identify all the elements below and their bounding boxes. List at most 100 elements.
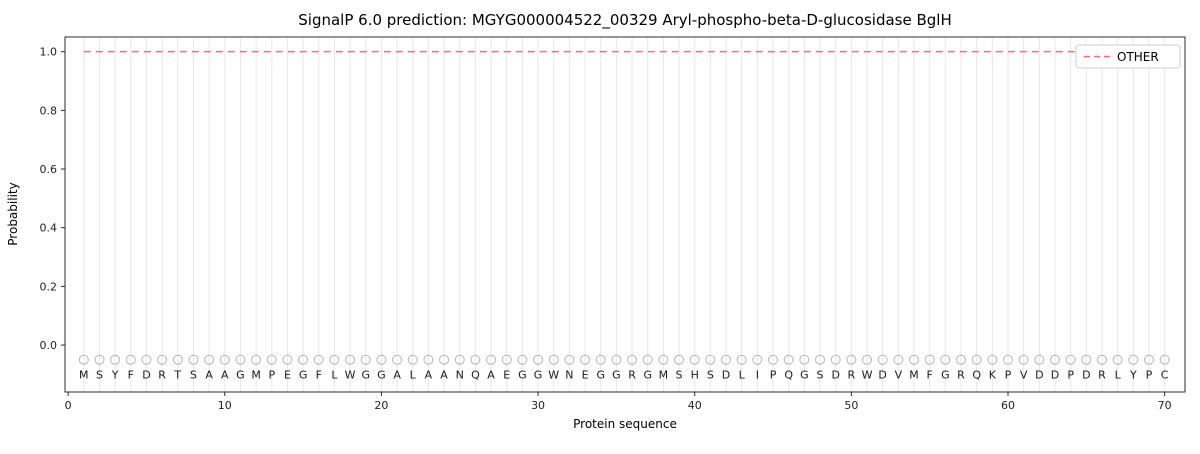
residue-marker	[862, 354, 873, 365]
residue-marker	[1143, 354, 1154, 365]
residue-letter: M	[79, 369, 89, 382]
residue-marker	[940, 354, 951, 365]
residue-marker	[125, 354, 136, 365]
chart-title: SignalP 6.0 prediction: MGYG000004522_00…	[298, 11, 951, 30]
x-axis-label: Protein sequence	[573, 417, 677, 431]
residue-marker	[423, 354, 434, 365]
residue-letter: Y	[1129, 369, 1137, 382]
residue-marker	[1159, 354, 1170, 365]
residue-marker	[877, 354, 888, 365]
residue-letter: H	[691, 369, 699, 382]
residue-marker	[564, 354, 575, 365]
residue-marker	[846, 354, 857, 365]
residue-marker	[251, 354, 262, 365]
residue-letter: G	[236, 369, 245, 382]
residue-letter: E	[503, 369, 510, 382]
residue-marker	[815, 354, 826, 365]
residue-marker	[736, 354, 747, 365]
plot-border	[64, 36, 1186, 393]
residue-marker	[282, 354, 293, 365]
residue-letter: G	[941, 369, 950, 382]
y-tick-label: 0.8	[40, 104, 58, 117]
residue-letter: M	[251, 369, 261, 382]
residue-letter: K	[989, 369, 997, 382]
residue-letter: R	[628, 369, 636, 382]
residue-marker	[611, 354, 622, 365]
residue-letter: A	[221, 369, 229, 382]
y-tick-label: 0.2	[40, 280, 58, 293]
residue-letter: D	[722, 369, 730, 382]
residue-marker	[454, 354, 465, 365]
x-tick-label: 70	[1158, 399, 1172, 412]
residue-marker	[313, 354, 324, 365]
residue-letter: G	[299, 369, 308, 382]
residue-marker	[1018, 354, 1029, 365]
y-tick-label: 0.0	[40, 339, 58, 352]
y-axis-label: Probability	[6, 182, 20, 245]
residue-letter: S	[96, 369, 103, 382]
residue-letter: S	[817, 369, 824, 382]
x-tick-label: 20	[374, 399, 388, 412]
residue-letter: I	[756, 369, 759, 382]
residue-letter: Y	[111, 369, 119, 382]
residue-marker	[956, 354, 966, 365]
residue-letter: G	[643, 369, 652, 382]
residue-marker	[235, 354, 246, 365]
residue-marker	[924, 354, 935, 365]
residue-letter: G	[377, 369, 386, 382]
residue-letter: W	[345, 369, 356, 382]
residue-marker	[266, 354, 277, 365]
x-tick-label: 40	[688, 399, 702, 412]
residue-marker	[360, 354, 371, 365]
residue-letter: E	[284, 369, 291, 382]
y-tick-label: 0.6	[40, 163, 58, 176]
residue-letter: P	[770, 369, 777, 382]
residue-marker	[658, 354, 669, 365]
residue-letter: R	[957, 369, 965, 382]
residue-marker	[533, 354, 544, 365]
residue-marker	[909, 354, 920, 365]
residue-marker	[345, 354, 356, 365]
residue-marker	[1002, 354, 1013, 365]
x-tick-label: 30	[531, 399, 545, 412]
residue-letter: W	[548, 369, 559, 382]
residue-marker	[830, 354, 841, 365]
residue-marker	[1112, 354, 1123, 365]
legend-box	[1075, 44, 1181, 69]
residue-marker	[172, 354, 183, 365]
legend-other-label: OTHER	[1117, 50, 1159, 64]
residue-marker	[110, 354, 121, 365]
residue-marker	[94, 354, 105, 365]
residue-marker	[188, 354, 199, 365]
residue-letter: S	[707, 369, 714, 382]
residue-marker	[799, 354, 810, 365]
residue-marker	[783, 354, 794, 365]
residue-marker	[407, 354, 418, 365]
legend: OTHER	[1075, 44, 1181, 69]
residue-letter: F	[927, 369, 933, 382]
residue-letter: F	[316, 369, 322, 382]
residue-letter: G	[534, 369, 543, 382]
residue-marker	[329, 354, 340, 365]
residue-marker	[548, 354, 559, 365]
residue-marker	[517, 354, 528, 365]
y-axis-ticks-group: 0.0 0.2 0.4 0.6 0.8 1.0	[40, 46, 65, 352]
residue-marker	[580, 354, 591, 365]
residue-marker	[689, 354, 700, 365]
residue-letter: L	[331, 369, 338, 382]
residue-letter: L	[410, 369, 417, 382]
residue-marker	[987, 354, 998, 365]
residue-marker	[1081, 354, 1092, 365]
residue-letter: A	[487, 369, 495, 382]
residue-marker	[78, 354, 89, 365]
x-axis-ticks-group: 0 10 20 30 40 50 60 70	[65, 392, 1172, 412]
residue-marker	[642, 354, 653, 365]
residue-letter: R	[1098, 369, 1106, 382]
x-tick-label: 60	[1001, 399, 1015, 412]
residue-letter: P	[1146, 369, 1153, 382]
residue-marker	[893, 354, 904, 365]
residue-letter: E	[582, 369, 589, 382]
residue-letter: A	[393, 369, 401, 382]
